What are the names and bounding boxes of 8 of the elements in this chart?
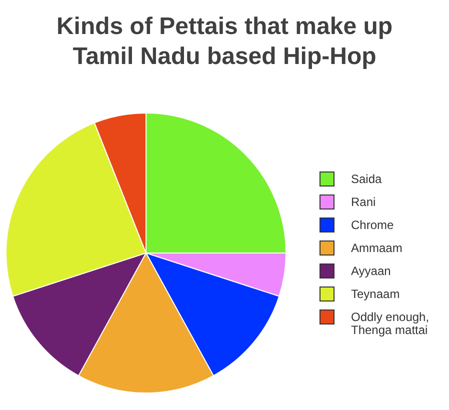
legend-label: Rani [351,195,376,209]
legend-label: Oddly enough, Thenga mattai [351,310,430,337]
legend-label: Ayyaan [351,264,391,278]
chart-title: Kinds of Pettais that make up Tamil Nadu based Hip-Hop [56,13,393,70]
legend-label: Saida [351,172,382,186]
legend-label: Ammaam [351,241,402,255]
legend-label: Teynaam [351,287,400,301]
legend-label: Chrome [351,218,394,232]
